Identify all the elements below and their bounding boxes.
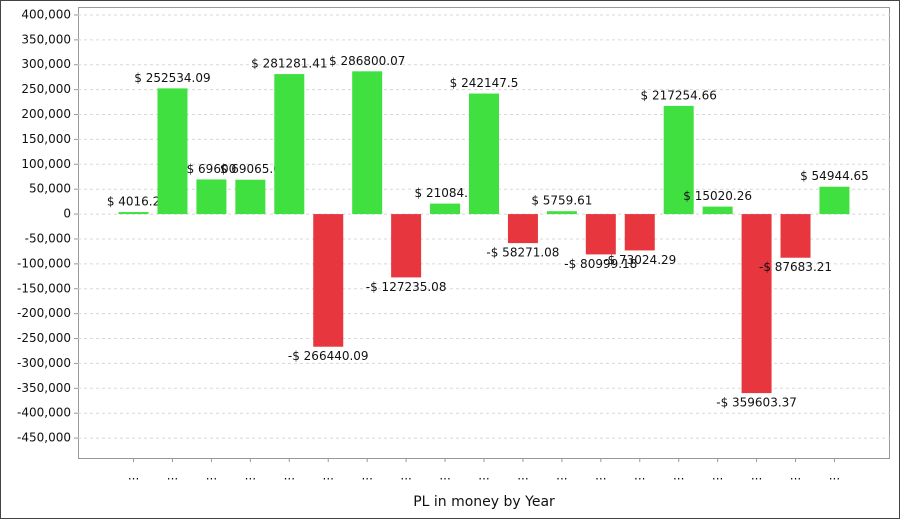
value-label: $ 286800.07: [329, 54, 405, 68]
y-tick-label: -300,000: [17, 356, 71, 370]
bar: [585, 214, 616, 255]
x-tick-label: ...: [517, 469, 528, 483]
x-tick-label: ...: [206, 469, 217, 483]
bar: [741, 214, 772, 394]
x-tick-label: ...: [128, 469, 139, 483]
value-label: -$ 359603.37: [716, 396, 797, 410]
value-label: $ 5759.61: [531, 194, 592, 208]
bar: [313, 214, 344, 347]
bar: [157, 88, 188, 215]
bar: [663, 105, 694, 215]
x-tick-label: ...: [284, 469, 295, 483]
x-tick-label: ...: [439, 469, 450, 483]
value-label: -$ 127235.08: [366, 280, 447, 294]
value-label: -$ 73024.29: [603, 253, 676, 267]
value-label: -$ 80999.18: [564, 257, 637, 271]
bar: [430, 203, 461, 215]
bar: [546, 211, 577, 215]
x-tick-label: ...: [167, 469, 178, 483]
y-tick-label: 200,000: [21, 107, 71, 121]
x-tick-label: ...: [478, 469, 489, 483]
value-label: $ 242147.5: [450, 76, 519, 90]
y-tick-label: -200,000: [17, 306, 71, 320]
bar: [819, 186, 850, 215]
bar: [702, 206, 733, 215]
y-tick-label: -350,000: [17, 381, 71, 395]
y-tick-label: 350,000: [21, 32, 71, 46]
x-tick-label: ...: [595, 469, 606, 483]
x-tick-label: ...: [829, 469, 840, 483]
y-tick-label: 100,000: [21, 157, 71, 171]
value-label: $ 4016.2: [107, 195, 160, 209]
y-tick-label: -250,000: [17, 331, 71, 345]
bar: [391, 214, 422, 278]
value-label: -$ 266440.09: [288, 349, 369, 363]
x-axis-title: PL in money by Year: [413, 494, 555, 510]
y-tick-label: 150,000: [21, 132, 71, 146]
value-label: $ 69065.0: [220, 162, 281, 176]
x-tick-label: ...: [400, 469, 411, 483]
bar: [780, 214, 811, 258]
x-tick-label: ...: [673, 469, 684, 483]
x-tick-label: ...: [712, 469, 723, 483]
x-tick-label: ...: [245, 469, 256, 483]
y-tick-label: -450,000: [17, 431, 71, 445]
value-label: $ 252534.09: [134, 71, 210, 85]
x-tick-label: ...: [556, 469, 567, 483]
bar: [118, 212, 149, 215]
y-tick-label: 0: [63, 207, 71, 221]
y-tick-label: 400,000: [21, 7, 71, 21]
value-label: $ 281281.41: [251, 57, 327, 71]
bar: [507, 214, 538, 244]
bar: [352, 71, 383, 215]
value-label: -$ 87683.21: [759, 260, 832, 274]
bar: [624, 214, 655, 251]
bar: [235, 179, 266, 215]
value-label: $ 15020.26: [683, 189, 752, 203]
bar: [274, 74, 305, 215]
x-tick-label: ...: [634, 469, 645, 483]
x-tick-label: ...: [751, 469, 762, 483]
value-label: -$ 58271.08: [486, 246, 559, 260]
bar: [469, 93, 499, 215]
y-tick-label: -400,000: [17, 406, 71, 420]
y-tick-label: -150,000: [17, 281, 71, 295]
x-tick-label: ...: [323, 469, 334, 483]
value-label: $ 54944.65: [800, 169, 869, 183]
y-tick-label: 300,000: [21, 57, 71, 71]
value-label: $ 21084.1: [415, 186, 476, 200]
y-tick-label: 50,000: [29, 182, 71, 196]
value-label: $ 217254.66: [641, 88, 717, 102]
y-tick-label: -100,000: [17, 256, 71, 270]
x-tick-label: ...: [361, 469, 372, 483]
y-tick-label: 250,000: [21, 82, 71, 96]
value-label: $ 69600: [187, 162, 237, 176]
bar: [196, 179, 227, 215]
x-tick-label: ...: [790, 469, 801, 483]
y-tick-label: -50,000: [25, 231, 71, 245]
